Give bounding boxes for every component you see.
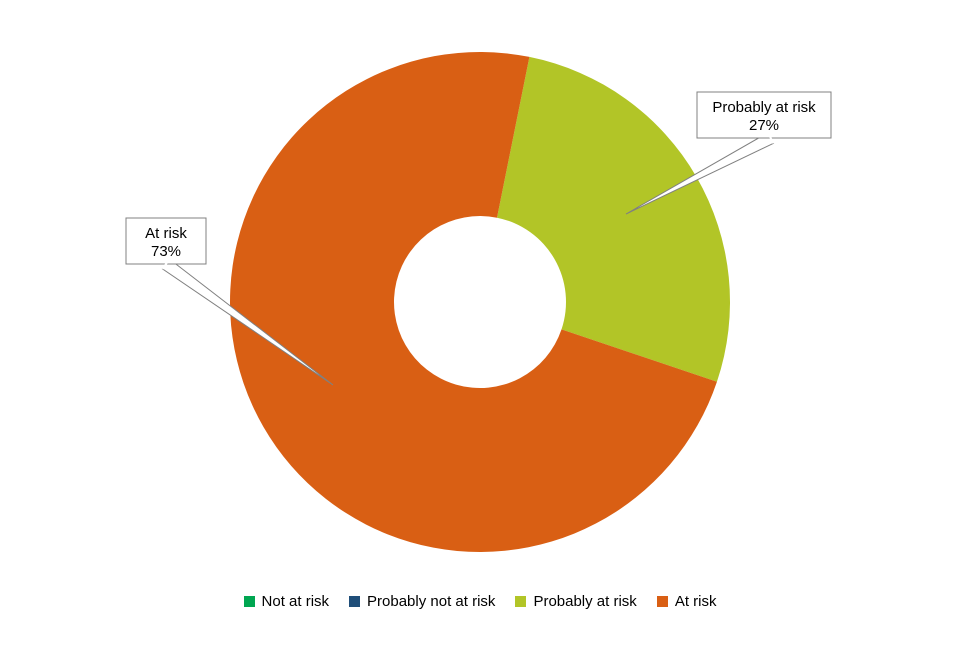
callout-box [125,217,207,265]
legend-label-not-at-risk: Not at risk [261,592,330,610]
legend-label-at-risk: At risk [674,592,717,610]
data-label-value: 73% [151,243,181,260]
legend: Not at risk Probably not at risk Probabl… [0,590,960,612]
legend-label-probably-at-risk: Probably at risk [533,592,637,610]
callout-box [696,91,832,139]
legend-swatch-at-risk [656,595,668,607]
legend-item-probably-at-risk: Probably at risk [515,592,637,610]
legend-item-not-at-risk: Not at risk [243,592,330,610]
legend-label-probably-not-at-risk: Probably not at risk [367,592,496,610]
data-label-value: 27% [749,117,779,134]
legend-swatch-not-at-risk [243,595,255,607]
slice-probably-at-risk [496,56,730,382]
legend-swatch-probably-at-risk [515,595,527,607]
legend-item-at-risk: At risk [656,592,717,610]
data-label-category: Probably at risk [712,99,816,116]
slice-at-risk [230,52,717,553]
legend-item-probably-not-at-risk: Probably not at risk [349,593,495,610]
legend-swatch-probably-not-at-risk [349,595,361,607]
data-label-category: At risk [145,225,187,242]
